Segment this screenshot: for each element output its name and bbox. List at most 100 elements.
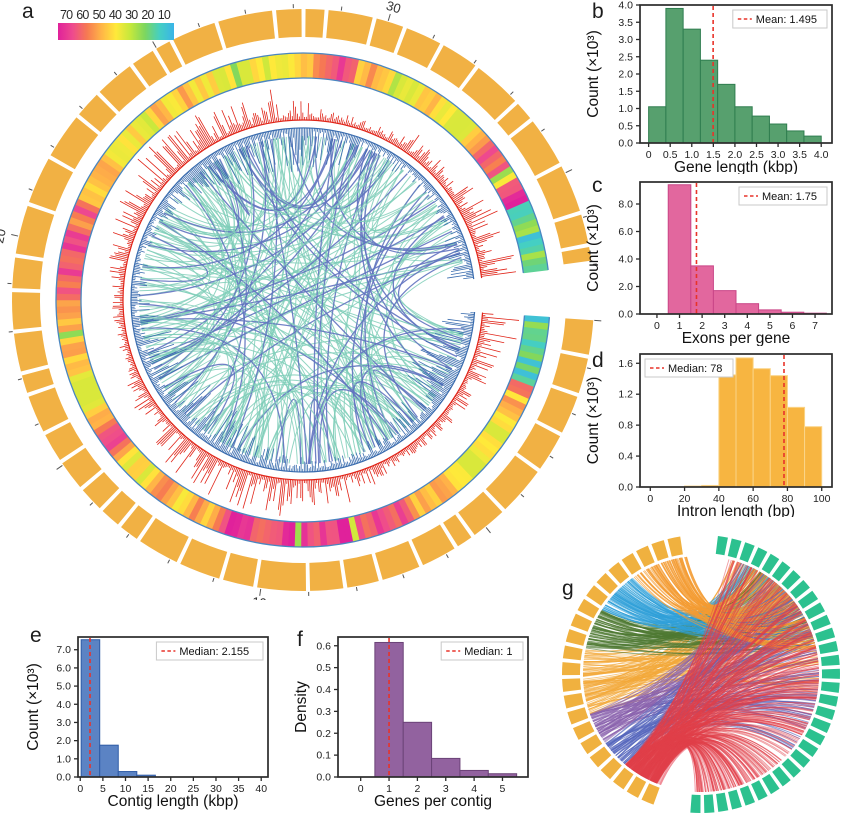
bar	[402, 721, 433, 778]
ribbon-red	[628, 582, 777, 768]
ribbon-red	[638, 592, 787, 775]
y-tick-label: 2.0	[618, 281, 633, 293]
y-tick-label: 1.6	[618, 358, 633, 370]
panel-label-f: f	[297, 628, 303, 651]
bar	[431, 757, 461, 778]
y-axis-label: Count (×10³)	[585, 30, 602, 117]
colorbar-tick: 10	[157, 8, 171, 22]
y-tick-label: 2.0	[56, 735, 71, 747]
ribbon-purple	[593, 577, 770, 724]
ribbon-red	[633, 737, 750, 782]
bar	[682, 28, 701, 144]
x-tick-label: 5	[500, 783, 506, 795]
legend: Median: 78	[644, 358, 734, 378]
x-tick-label: 10	[120, 783, 132, 795]
x-tick-label: 60	[747, 493, 759, 505]
ribbon-red	[625, 715, 807, 766]
y-tick-label: 0.0	[618, 482, 633, 494]
y-tick-label: 0.4	[618, 451, 633, 463]
bar	[735, 303, 760, 315]
chart-c: 0 1 2 3 4 5 6 7 0.0 2.0 4.0 6.0 8.0 Exons per gene Cou…	[585, 181, 833, 347]
panel-label-a: a	[22, 0, 34, 23]
colorbar-tick: 60	[76, 8, 89, 22]
y-tick-label: 4.0	[56, 699, 71, 711]
bar	[752, 368, 771, 488]
colorbar-tick: 20	[141, 8, 154, 22]
y-tick-label: 4.0	[618, 254, 633, 266]
bars	[80, 639, 156, 778]
y-tick-label: 0.5	[316, 662, 331, 674]
ribbon-red	[631, 679, 819, 770]
panel-label-d: d	[592, 349, 604, 372]
bar	[717, 83, 736, 144]
y-tick-label: 0.0	[56, 772, 71, 784]
y-tick-label: 0.4	[316, 684, 331, 696]
outer-line-track	[109, 89, 520, 516]
ribbon-red	[626, 575, 768, 766]
bar	[734, 106, 753, 144]
y-tick-label: 7.0	[56, 644, 71, 656]
y-axis-label: Count (×10³)	[585, 377, 602, 464]
ribbon-blue	[603, 568, 755, 624]
x-tick-label: 2.5	[749, 149, 764, 161]
x-tick-label: 3.5	[792, 149, 807, 161]
chart-f: 0 1 2 3 4 5 0.0 0.1 0.2 0.3 0.4 0.5 0.6 Genes per con…	[293, 636, 529, 810]
y-tick-label: 5.0	[56, 681, 71, 693]
heatmap-ring	[55, 52, 550, 548]
x-tick-label: 35	[233, 783, 245, 795]
bar	[665, 7, 684, 144]
y-tick-label: 0.0	[618, 138, 633, 150]
bar	[786, 406, 806, 488]
ribbons	[582, 556, 820, 793]
legend-label: Median: 2.155	[179, 646, 249, 658]
genes-per-contig-histogram: 0 1 2 3 4 5 0.0 0.1 0.2 0.3 0.4 0.5 0.6 Genes per con…	[290, 622, 540, 814]
y-tick-label: 0.0	[316, 772, 331, 784]
ribbon-red	[652, 619, 806, 783]
x-tick-label: 15	[142, 783, 154, 795]
x-tick-label: 5	[100, 783, 106, 795]
x-axis: 0 1 2 3 4 5 6 7	[654, 314, 818, 332]
y-tick-label: 2.0	[618, 69, 633, 81]
gene-length-histogram: 0 0.5 1.0 1.5 2.0 2.5 3.0 3.5 4.0 0.0 0.5 1.0 1.5 2.0…	[585, 0, 843, 176]
bar	[690, 265, 714, 315]
y-tick-label: 3.0	[618, 34, 633, 46]
y-tick-label: 3.5	[618, 17, 633, 29]
ribbon-red	[631, 560, 735, 771]
legend: Median: 2.155	[155, 641, 264, 661]
colorbar-legend: 70 60 50 40 30 20 10	[58, 8, 174, 40]
x-tick-label: 1	[386, 783, 392, 795]
y-tick-label: 3.0	[56, 717, 71, 729]
panel-label-c: c	[592, 174, 603, 197]
bar	[648, 106, 667, 144]
scale-label: 20	[0, 227, 9, 244]
bars	[374, 641, 518, 778]
ribbon-red	[656, 737, 770, 784]
bar	[718, 374, 737, 488]
ribbon-red	[654, 624, 809, 784]
plot-frame	[77, 636, 269, 778]
plot-frame	[639, 181, 833, 315]
x-tick-label: 0	[77, 783, 83, 795]
y-tick-label: 0.5	[618, 120, 633, 132]
bar	[786, 130, 805, 144]
right-arc-segments	[690, 536, 840, 813]
y-axis: 0.0 1.0 2.0 3.0 4.0 5.0 6.0 7.0	[56, 644, 78, 784]
bar	[769, 375, 788, 488]
y-tick-label: 0.3	[316, 706, 331, 718]
ribbon-red	[632, 732, 775, 772]
x-tick-label: 1.5	[706, 149, 721, 161]
inner-line-track	[130, 127, 475, 473]
y-tick-label: 2.5	[618, 51, 633, 63]
y-tick-label: 0.6	[316, 640, 331, 652]
bar	[667, 184, 692, 315]
y-tick-label: 4.0	[618, 0, 633, 12]
bar	[751, 115, 770, 144]
ribbon-red	[632, 663, 819, 771]
panel-label-g: g	[562, 577, 574, 600]
legend: Mean: 1.495	[732, 9, 828, 29]
chart-e: 0 5 10 15 20 25 30 35 40 0.0 1.0 2.0 3.0 4.0 5.0 6.0 7.0…	[25, 636, 269, 810]
legend: Mean: 1.75	[738, 186, 828, 206]
x-tick-label: 3	[722, 320, 728, 332]
